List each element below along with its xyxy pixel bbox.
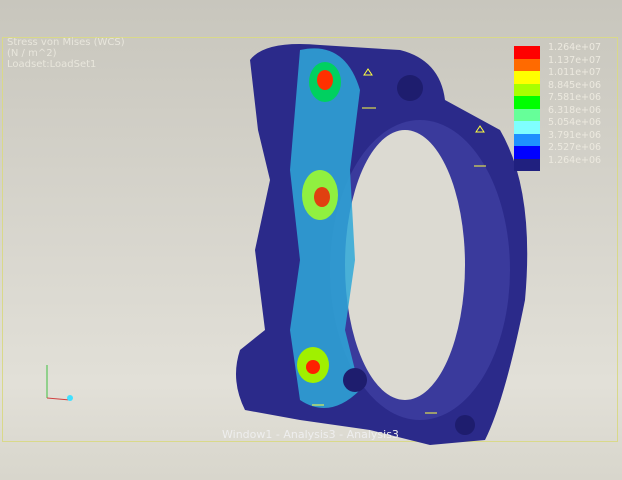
legend-swatch xyxy=(514,146,540,159)
legend-label: 1.137e+07 xyxy=(548,54,602,66)
legend-label: 2.527e+06 xyxy=(548,142,602,153)
legend-swatch xyxy=(514,108,540,121)
throttle-body-model xyxy=(236,44,528,445)
viewport-frame[interactable] xyxy=(2,37,618,442)
window-footer-label: Window1 - Analysis3 - Analysis3 xyxy=(222,428,399,441)
legend-swatch xyxy=(514,71,540,84)
legend-label: 7.581e+06 xyxy=(548,92,602,103)
units-label: (N / m^2) xyxy=(7,48,57,59)
legend-label: 1.011e+07 xyxy=(548,67,602,78)
legend-label: 5.054e+06 xyxy=(548,117,602,128)
legend-label: 3.791e+06 xyxy=(548,129,602,141)
constraint-markers xyxy=(312,68,486,414)
legend-label: 8.845e+06 xyxy=(548,79,602,91)
coordinate-triad-icon xyxy=(46,365,73,401)
legend-swatch xyxy=(514,58,540,71)
legend-swatch xyxy=(514,96,540,109)
legend-swatch xyxy=(514,121,540,134)
legend-label: 1.264e+06 xyxy=(548,154,602,166)
legend-swatch xyxy=(514,133,540,146)
legend-swatch xyxy=(514,158,540,171)
legend-swatch xyxy=(514,46,540,59)
legend-swatch xyxy=(514,83,540,96)
quantity-label: Stress von Mises (WCS) xyxy=(7,37,125,48)
legend-label: 6.318e+06 xyxy=(548,104,602,116)
legend-label: 1.264e+07 xyxy=(548,42,602,53)
result-title: Stress von Mises (WCS) (N / m^2) Loadset… xyxy=(7,37,125,70)
color-legend: 1.264e+07 1.137e+07 1.011e+07 8.845e+06 7.58… xyxy=(514,42,601,171)
loadset-label: Loadset:LoadSet1 xyxy=(7,59,97,70)
